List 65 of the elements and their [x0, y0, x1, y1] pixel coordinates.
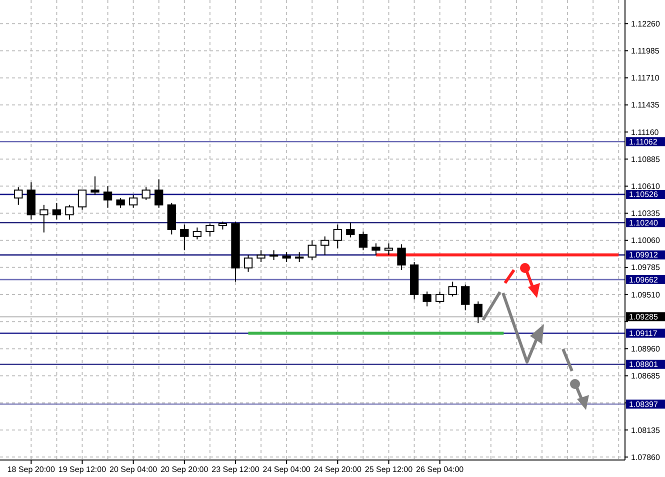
candlestick: [358, 230, 368, 251]
y-tick-label: 1.11435: [631, 100, 660, 110]
x-tick-label: 20 Sep 04:00: [110, 465, 158, 474]
ref-line-label: 1.09285: [629, 312, 658, 322]
candlestick: [397, 244, 406, 270]
candlestick: [474, 300, 482, 324]
candlestick: [78, 190, 87, 210]
x-tick-label: 19 Sep 12:00: [58, 465, 107, 474]
candlestick: [142, 186, 150, 200]
ref-line-label: 1.09117: [629, 329, 658, 338]
candlestick: [256, 250, 266, 263]
x-tick-label: 18 Sep 20:00: [7, 465, 56, 474]
candlestick: [308, 240, 316, 261]
ref-line-label: 1.10240: [629, 218, 658, 228]
candlestick: [65, 204, 74, 220]
y-tick-label: 1.11985: [631, 46, 660, 56]
candlestick: [154, 178, 164, 208]
candlestick: [40, 204, 48, 233]
candlestick: [282, 252, 291, 263]
x-tick-label: 23 Sep 12:00: [212, 465, 260, 474]
y-tick-label: 1.08960: [631, 344, 660, 354]
candlestick: [269, 250, 278, 261]
y-tick-label: 1.09510: [631, 290, 660, 300]
candlestick: [244, 254, 253, 272]
y-tick-label: 1.07860: [631, 452, 660, 462]
y-tick-label: 1.10610: [631, 182, 660, 191]
x-tick-label: 24 Sep 04:00: [262, 465, 311, 474]
ref-line-label: 1.11062: [629, 137, 658, 146]
y-tick-label: 1.10335: [631, 209, 660, 218]
candlestick: [90, 176, 100, 196]
ref-line-label: 1.09912: [629, 250, 658, 260]
candlestick: [320, 236, 330, 256]
candlestick: [128, 194, 138, 208]
candlestick: [180, 224, 189, 251]
y-tick-label: 1.11160: [631, 128, 660, 137]
x-tick-label: 20 Sep 20:00: [160, 465, 209, 474]
ref-line-label: 1.08801: [629, 360, 658, 370]
candlestick: [346, 222, 355, 238]
candlestick: [14, 186, 23, 206]
y-tick-label: 1.08685: [631, 372, 660, 381]
candlestick: [52, 202, 62, 220]
y-tick-label: 1.10885: [631, 154, 660, 164]
candlestick: [333, 224, 342, 249]
candlestick: [295, 252, 304, 263]
x-tick-label: 25 Sep 12:00: [364, 465, 414, 474]
candlestick: [448, 281, 457, 297]
y-tick-label: 1.11710: [631, 74, 660, 83]
y-tick-label: 1.12260: [631, 19, 660, 28]
x-tick-label: 24 Sep 20:00: [314, 465, 362, 474]
candlestick: [103, 186, 112, 208]
candlestick: [435, 291, 444, 304]
ref-line-label: 1.10526: [629, 190, 658, 200]
candlestick: [384, 242, 394, 256]
candlestick: [192, 227, 202, 240]
x-tick-label: 26 Sep 04:00: [416, 465, 464, 474]
candlestick: [422, 291, 432, 307]
candlestick: [461, 284, 470, 311]
y-tick-label: 1.08135: [631, 426, 660, 435]
ref-line-label: 1.09662: [629, 275, 658, 284]
y-tick-label: 1.09785: [631, 263, 660, 272]
candlestick: [116, 197, 125, 208]
candlestick: [372, 242, 380, 256]
y-tick-label: 1.10060: [631, 236, 660, 246]
candlestick: [206, 223, 214, 237]
ref-line-label: 1.08397: [629, 400, 658, 409]
